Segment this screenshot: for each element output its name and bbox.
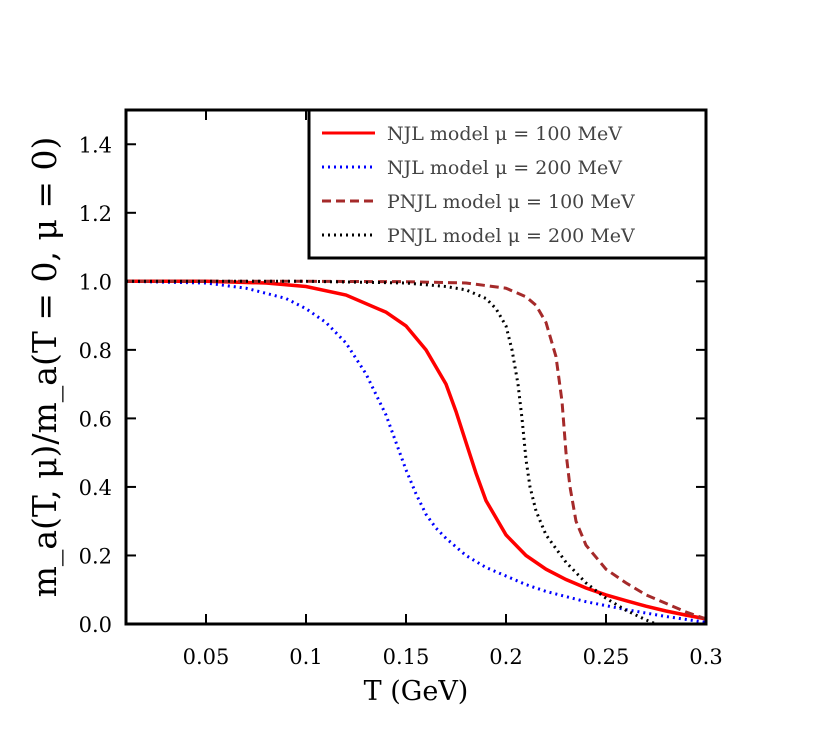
- x-tick-label: 0.3: [689, 645, 722, 669]
- legend: NJL model μ = 100 MeV NJL model μ = 200 M…: [307, 108, 708, 260]
- series-lines: [125, 279, 707, 626]
- x-tick-label: 0.05: [183, 645, 230, 669]
- legend-label-2: PNJL model μ = 100 MeV: [387, 191, 635, 213]
- legend-label-1: NJL model μ = 200 MeV: [387, 157, 622, 179]
- x-tick-label: 0.2: [489, 645, 522, 669]
- y-tick-label: 0.2: [79, 544, 112, 568]
- tick-labels: 0.05 0.1 0.15 0.2 0.25 0.3 0.0 0.2 0.4 0.6 0.8 1.0 1…: [79, 133, 723, 669]
- x-tick-label: 0.1: [289, 645, 322, 669]
- y-tick-label: 0.6: [79, 407, 112, 431]
- y-axis-title: m_a(T, μ)/m_a(T = 0, μ = 0): [25, 137, 65, 598]
- legend-label-3: PNJL model μ = 200 MeV: [387, 225, 635, 247]
- y-tick-label: 0.8: [79, 339, 112, 363]
- y-tick-label: 1.2: [79, 202, 112, 226]
- series-line-1: [125, 279, 707, 624]
- y-tick-label: 0.0: [79, 613, 112, 637]
- x-axis-title: T (GeV): [364, 676, 469, 707]
- series-line-0: [126, 279, 707, 621]
- x-tick-label: 0.15: [383, 645, 430, 669]
- y-tick-label: 0.4: [79, 476, 112, 500]
- y-tick-label: 1.4: [79, 133, 112, 157]
- legend-box: [307, 108, 708, 260]
- legend-label-0: NJL model μ = 100 MeV: [387, 123, 622, 145]
- x-tick-label: 0.25: [583, 645, 630, 669]
- y-tick-label: 1.0: [79, 270, 112, 294]
